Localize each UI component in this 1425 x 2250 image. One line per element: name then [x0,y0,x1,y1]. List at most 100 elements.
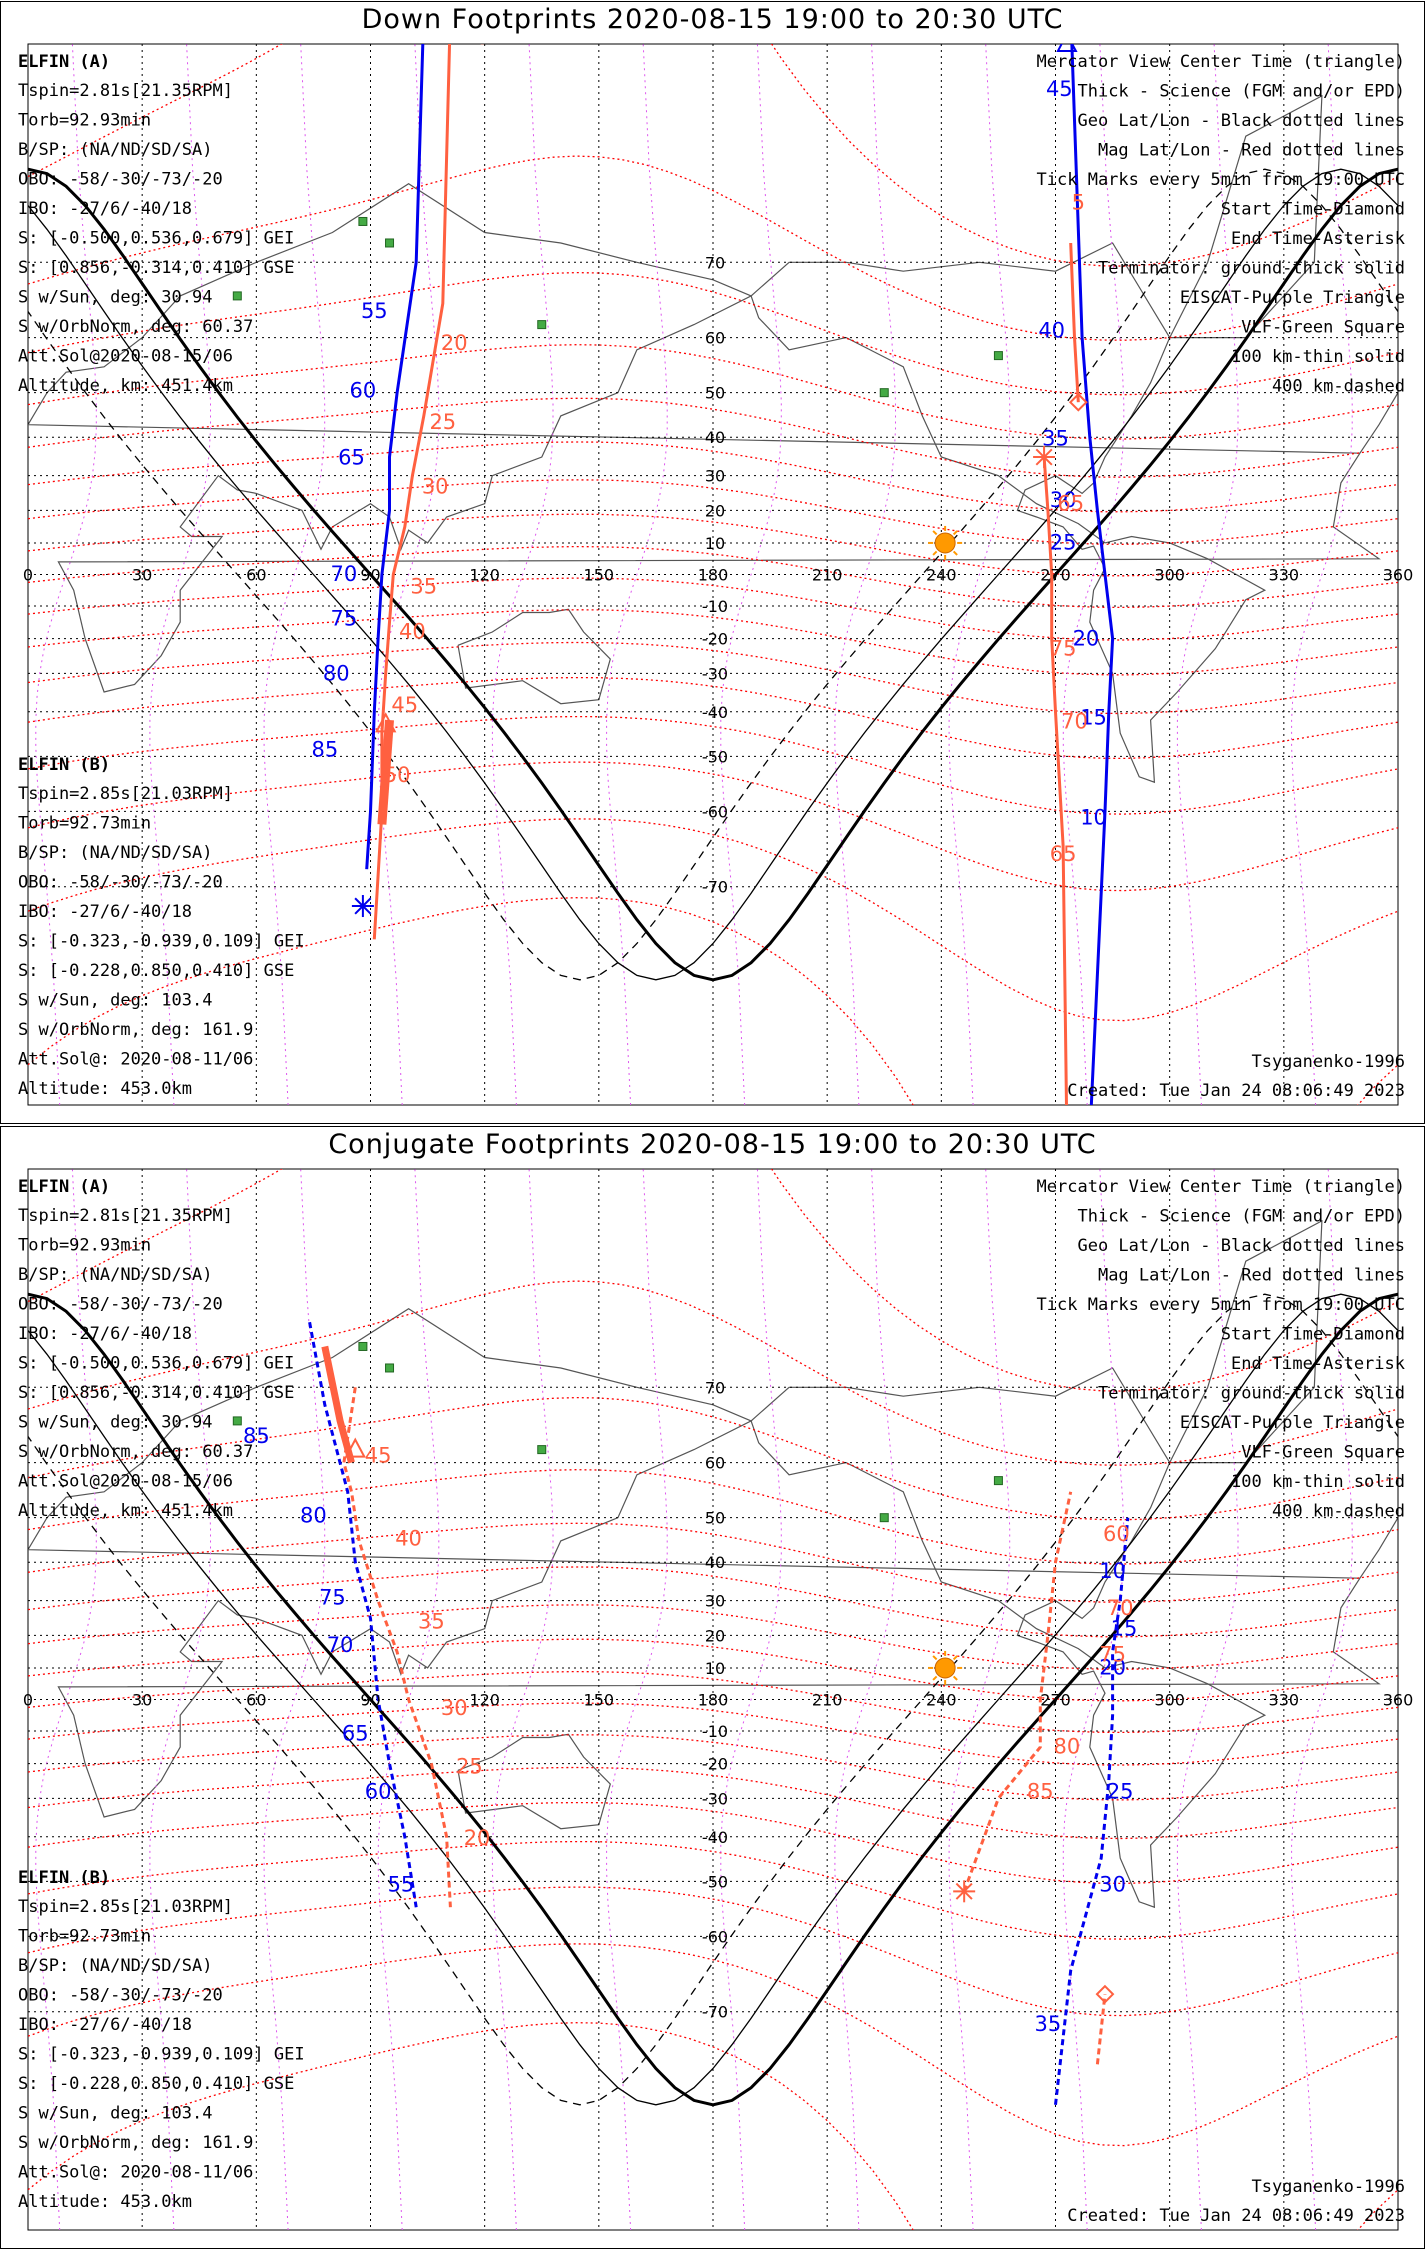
terminator-100km [28,1293,1398,2106]
vlf-square [358,216,368,226]
elfin-a-info-line: Tspin=2.81s[21.35RPM] [18,81,233,101]
lon-tick-label: 0 [23,566,33,585]
elfin-a-tick-label: 85 [311,737,338,761]
elfin-a-tick-label: 55 [361,299,388,323]
legend-entry: End Time-Asterisk [1231,1354,1405,1374]
elfin-b-track [962,1491,1073,1892]
mag-lon-line [720,1169,782,2230]
lon-tick-label: 30 [132,1691,152,1710]
mag-lat-line [28,545,1398,609]
created-timestamp: Created: Tue Jan 24 08:06:49 2023 [1067,1081,1405,1101]
lat-tick-label: -70 [702,2003,728,2022]
elfin-a-info-line: OBO: -58/-30/-73/-20 [18,170,223,190]
lat-tick-label: -10 [702,597,728,616]
elfin-b-info-line: S w/Sun, deg: 103.4 [18,2104,212,2124]
elfin-a-info-line: Altitude, km: 451.4km [18,1501,233,1521]
lon-tick-label: 210 [812,1691,843,1710]
mag-lat-line [28,1604,1398,1670]
footprint-map: 4540353025201510555606570758085155202530… [0,1,1425,1124]
elfin-a-title: ELFIN (A) [18,52,110,72]
elfin-b-info-line: Torb=92.73min [18,814,151,834]
elfin-a-tick-label: 70 [330,562,357,586]
elfin-a-info-line: S: [0.856,-0.314,0.410] GSE [18,1383,294,1403]
lat-tick-label: -50 [702,1872,728,1891]
legend-entry: Tick Marks every 5min from 19:00 UTC [1037,170,1405,190]
elfin-a-info-line: Att.Sol@2020-08-15/06 [18,347,233,367]
vlf-square [993,1476,1003,1486]
mag-lon-line [149,44,211,1105]
elfin-b-info-line: Att.Sol@: 2020-08-11/06 [18,2163,253,2183]
vlf-square [537,320,547,330]
elfin-a-tick-label: 35 [1042,426,1069,450]
elfin-b-track [342,1387,452,1908]
vlf-square [358,1341,368,1351]
lat-tick-label: -60 [702,802,728,821]
vlf-square [879,388,889,398]
legend-entry: Mercator View Center Time (triangle) [1037,1177,1405,1197]
coastline [457,1733,611,1830]
vlf-square [232,1416,242,1426]
elfin-b-info-line: S: [-0.323,-0.939,0.109] GEI [18,932,305,952]
terminator-ground [28,167,1398,982]
elfin-b-info-line: IBO: -27/6/-40/18 [18,902,192,922]
elfin-a-tick-label: 20 [1073,626,1100,650]
elfin-a-info-line: Altitude, km: 451.4km [18,376,233,396]
elfin-a-tick-label: 80 [323,662,350,686]
down-footprints-panel: Down Footprints 2020-08-15 19:00 to 20:3… [0,1,1425,1124]
mag-lat-line [28,1469,1398,1565]
elfin-a-info-line: S w/OrbNorm, deg: 60.37 [18,1442,253,1462]
elfin-b-tick-label: 35 [418,1610,445,1634]
model-label: Tsyganenko-1996 [1251,2177,1405,2197]
elfin-a-tick-label: 65 [342,1722,369,1746]
mag-lat-line [28,344,1398,440]
lat-tick-label: -50 [702,747,728,766]
mag-lon-line [948,1169,1011,2230]
elfin-b-info-line: Tspin=2.85s[21.03RPM] [18,1897,233,1917]
mag-lat-line [28,1801,1398,1885]
elfin-b-info-line: S w/OrbNorm, deg: 161.9 [18,1020,253,1040]
lat-tick-label: 70 [705,1378,725,1397]
mag-lat-line [28,155,1398,341]
elfin-b-info-line: S: [-0.228,0.850,0.410] GSE [18,961,294,981]
terminator-400km [28,168,1398,981]
elfin-a-tick-label: 75 [330,606,357,630]
legend-entry: EISCAT-Purple Triangle [1180,1413,1405,1433]
mag-lon-line [1176,1169,1239,2230]
lon-tick-label: 270 [1040,1691,1071,1710]
elfin-a-tick-label: 60 [365,1779,392,1803]
terminator-400km [28,1293,1398,2106]
elfin-a-tick-label: 30 [1050,488,1077,512]
center-time-triangle [375,712,397,733]
elfin-b-title: ELFIN (B) [18,1868,110,1888]
elfin-b-tick-label: 70 [1061,710,1088,734]
mag-lon-line [491,44,554,1105]
legend-entry: Start Time-Diamond [1221,1325,1405,1345]
elfin-a-tick-label: 25 [1050,530,1077,554]
lon-tick-label: 240 [926,566,957,585]
lat-tick-label: -30 [702,1789,728,1808]
lat-tick-label: 30 [705,467,725,486]
vlf-square [385,238,395,248]
conjugate-footprints-panel: Conjugate Footprints 2020-08-15 19:00 to… [0,1125,1425,2250]
lon-tick-label: 90 [360,1691,380,1710]
elfin-b-tick-label: 60 [1103,1522,1130,1546]
end-time-asterisk [1035,448,1053,466]
elfin-b-info-line: OBO: -58/-30/-73/-20 [18,873,223,893]
lon-tick-label: 120 [469,566,500,585]
elfin-b-info-line: S: [-0.228,0.850,0.410] GSE [18,2074,294,2094]
legend-entry: Mag Lat/Lon - Red dotted lines [1098,1266,1405,1286]
elfin-a-track [365,44,425,870]
mag-lat-line [28,1702,1398,1766]
created-timestamp: Created: Tue Jan 24 08:06:49 2023 [1067,2206,1405,2226]
coastline [457,608,611,705]
elfin-b-track [1069,242,1080,403]
lat-tick-label: 50 [705,1509,725,1528]
lat-tick-label: 20 [705,501,725,520]
lon-tick-label: 150 [584,566,615,585]
elfin-b-science-segment [321,1345,355,1464]
elfin-a-info-line: Torb=92.93min [18,1236,151,1256]
mag-lat-line [28,1766,1398,1840]
lon-tick-label: 120 [469,1691,500,1710]
mag-lat-line [28,1840,1398,1940]
elfin-b-tick-label: 25 [429,410,456,434]
